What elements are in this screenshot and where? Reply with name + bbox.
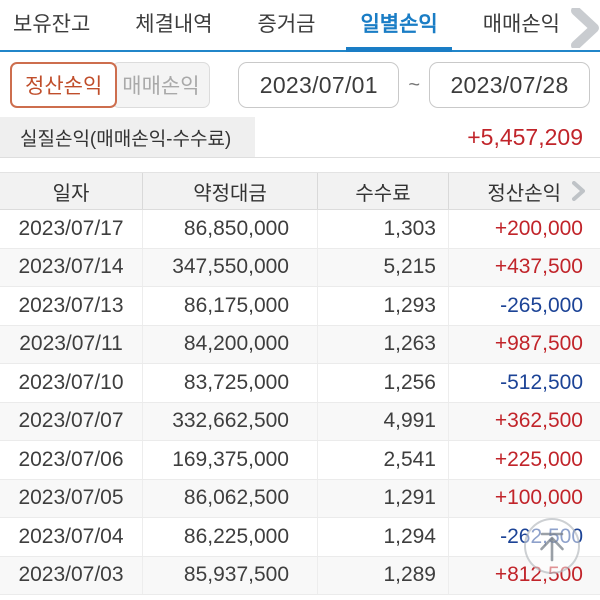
cell-settlement-pnl: +437,500: [448, 248, 600, 286]
table-row[interactable]: 2023/07/05 86,062,500 1,291 +100,000: [0, 479, 600, 518]
filter-row: 정산손익 매매손익 2023/07/01 ~ 2023/07/28: [0, 53, 600, 117]
cell-settlement-pnl: +362,500: [448, 402, 600, 440]
cell-settlement-pnl: +812,500: [448, 556, 600, 594]
cell-date: 2023/07/14: [18, 255, 124, 279]
cell-fee: 5,215: [317, 248, 448, 286]
cell-date: 2023/07/04: [18, 524, 124, 548]
top-tab-bar: 보유잔고 체결내역 증거금 일별손익 매매손익: [0, 0, 600, 52]
cell-fee: 1,256: [317, 364, 448, 402]
table-row[interactable]: 2023/07/04 86,225,000 1,294 -262,500: [0, 518, 600, 557]
tab-margin[interactable]: 증거금: [257, 13, 316, 36]
tab-daily-pnl[interactable]: 일별손익: [346, 0, 453, 52]
table-row[interactable]: 2023/07/14 347,550,000 5,215 +437,500: [0, 248, 600, 287]
cell-contract-amount: 332,662,500: [142, 402, 317, 440]
cell-settlement-pnl: +200,000: [448, 210, 600, 248]
cell-date: 2023/07/05: [18, 486, 124, 510]
cell-contract-amount: 169,375,000: [142, 441, 317, 479]
segment-trading-pnl-button[interactable]: 매매손익: [112, 62, 210, 108]
cell-settlement-pnl: +225,000: [448, 441, 600, 479]
cell-fee: 2,541: [317, 441, 448, 479]
cell-date: 2023/07/03: [18, 563, 124, 587]
date-from-field[interactable]: 2023/07/01: [238, 62, 400, 108]
cell-contract-amount: 84,200,000: [142, 325, 317, 363]
tab-trading-pnl[interactable]: 매매손익: [482, 13, 560, 36]
tab-executions[interactable]: 체결내역: [135, 13, 213, 36]
cell-date: 2023/07/10: [18, 370, 124, 394]
cell-date: 2023/07/11: [19, 332, 123, 356]
segment-settlement-pnl-button[interactable]: 정산손익: [10, 62, 118, 108]
table-row[interactable]: 2023/07/06 169,375,000 2,541 +225,000: [0, 441, 600, 480]
header-settlement-pnl-label: 정산손익: [487, 182, 561, 205]
table-header-row: 일자 약정대금 수수료 정산손익: [0, 172, 600, 210]
header-date: 일자: [52, 182, 90, 205]
cell-contract-amount: 347,550,000: [142, 248, 317, 286]
table-row[interactable]: 2023/07/13 86,175,000 1,293 -265,000: [0, 287, 600, 326]
cell-date: 2023/07/07: [18, 409, 124, 433]
net-profit-value: +5,457,209: [467, 123, 583, 150]
cell-fee: 1,293: [317, 287, 448, 325]
cell-fee: 1,303: [317, 210, 448, 248]
cell-settlement-pnl: -265,000: [448, 287, 600, 325]
cell-contract-amount: 83,725,000: [142, 364, 317, 402]
table-row[interactable]: 2023/07/17 86,850,000 1,303 +200,000: [0, 210, 600, 249]
cell-contract-amount: 86,225,000: [142, 518, 317, 556]
scroll-to-top-button[interactable]: [524, 518, 580, 574]
table-row[interactable]: 2023/07/11 84,200,000 1,263 +987,500: [0, 325, 600, 364]
cell-fee: 1,263: [317, 325, 448, 363]
cell-contract-amount: 86,175,000: [142, 287, 317, 325]
cell-settlement-pnl: +100,000: [448, 479, 600, 517]
date-range-group: 2023/07/01 ~ 2023/07/28: [238, 62, 590, 108]
date-range-separator: ~: [408, 73, 420, 96]
chevron-right-icon[interactable]: [568, 8, 600, 48]
net-profit-label: 실질손익(매매손익-수수료): [0, 117, 255, 157]
date-to-field[interactable]: 2023/07/28: [429, 62, 590, 108]
cell-fee: 1,291: [317, 479, 448, 517]
cell-date: 2023/07/17: [18, 216, 124, 240]
table-row[interactable]: 2023/07/03 85,937,500 1,289 +812,500: [0, 556, 600, 595]
scroll-to-top-icon: [540, 532, 564, 562]
cell-fee: 1,294: [317, 518, 448, 556]
cell-fee: 4,991: [317, 402, 448, 440]
header-fee: 수수료: [317, 173, 448, 209]
cell-contract-amount: 86,850,000: [142, 210, 317, 248]
table-row[interactable]: 2023/07/07 332,662,500 4,991 +362,500: [0, 402, 600, 441]
header-contract-amount: 약정대금: [142, 173, 317, 209]
cell-fee: 1,289: [317, 556, 448, 594]
cell-date: 2023/07/06: [18, 447, 124, 471]
cell-date: 2023/07/13: [18, 293, 124, 317]
header-settlement-pnl[interactable]: 정산손익: [448, 173, 600, 209]
cell-contract-amount: 85,937,500: [142, 556, 317, 594]
cell-contract-amount: 86,062,500: [142, 479, 317, 517]
daily-pnl-table: 일자 약정대금 수수료 정산손익 2023/07/17 86,850,000 1…: [0, 172, 600, 595]
tab-holdings[interactable]: 보유잔고: [13, 13, 91, 36]
table-row[interactable]: 2023/07/10 83,725,000 1,256 -512,500: [0, 364, 600, 403]
chevron-right-icon: [572, 181, 585, 201]
cell-settlement-pnl: -512,500: [448, 364, 600, 402]
cell-settlement-pnl: +987,500: [448, 325, 600, 363]
net-profit-summary-row: 실질손익(매매손익-수수료) +5,457,209: [0, 117, 600, 158]
table-body: 2023/07/17 86,850,000 1,303 +200,000 202…: [0, 210, 600, 595]
